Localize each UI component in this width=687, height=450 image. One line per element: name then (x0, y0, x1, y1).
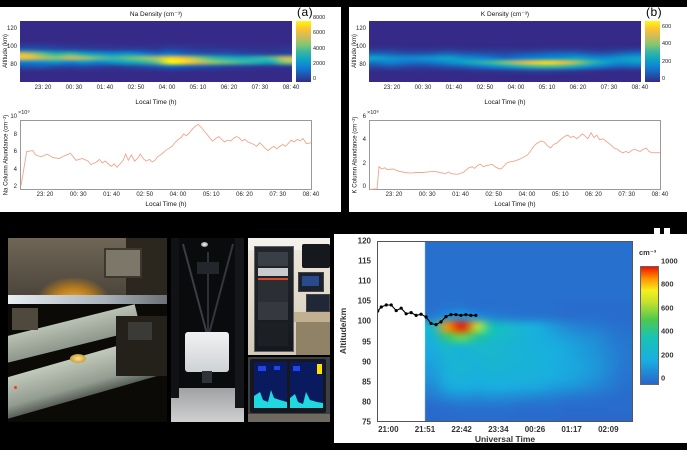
k-density-heatmap (369, 21, 641, 82)
k-heatmap-yticks: 120 100 80 (355, 25, 366, 69)
control-room-photo (248, 238, 330, 355)
table-lamp-glow (70, 354, 86, 363)
rack-module-mid (258, 302, 288, 320)
uv-xticks: 21:00 21:51 22:42 23:34 00:26 01:17 02:09 (378, 425, 619, 434)
monitor-desk (248, 414, 330, 422)
uv-xlabel: Universal Time (474, 434, 536, 444)
k-panel: K Density (cm⁻³) (b) Altitude (km) 120 10… (349, 5, 687, 212)
k-heatmap-title: K Density (cm⁻³) (480, 11, 530, 18)
screenshot-artifact (664, 228, 670, 234)
universal-time-panel: 120 115 110 105 100 95 90 85 80 75 21:00 21:51 22:4… (334, 234, 687, 444)
screenshot-artifact (654, 228, 660, 234)
na-heatmap-xticks: 23: 20 00: 30 01: 40 02: 50 04: 00 05: 10 06: … (34, 85, 300, 91)
na-colorbar (296, 21, 311, 82)
monitor-one (298, 272, 324, 292)
monitor-one-screen (302, 276, 319, 286)
uv-density-heatmap (377, 241, 633, 422)
uv-colorbar-label: cm⁻³ (639, 248, 657, 257)
ceiling-light (201, 242, 208, 247)
na-line-yticks: 10 8 6 4 2 (10, 114, 17, 190)
na-line-ylabel: Na Column Abundance (cm⁻²) (3, 114, 10, 196)
wall-display (302, 244, 330, 268)
telescope-photo (171, 238, 244, 422)
scope-trace-right (290, 364, 323, 408)
k-colorbar (645, 21, 660, 82)
na-heatmap-yticks: 120 100 80 (6, 25, 17, 69)
k-heatmap-xlabel: Local Time (h) (484, 99, 526, 106)
na-line-xticks: 23: 20 00: 30 01: 40 02: 50 04: 00 05: 10 06: … (36, 192, 320, 198)
monitor-two (306, 294, 330, 312)
equipment-box (128, 322, 152, 340)
enclosure-wall-right (235, 238, 244, 408)
na-column-abundance-line (20, 123, 312, 186)
enclosure-wall-left (171, 238, 179, 398)
scope-panel-left (254, 362, 287, 408)
na-panel: Na Density (cm⁻³) (a) Altitude (km) 120 1… (0, 5, 341, 212)
panel-b-tag: (b) (646, 5, 663, 19)
uv-yticks: 120 115 110 105 100 95 90 85 80 75 (357, 236, 371, 427)
receiver-instrument-box (185, 332, 229, 372)
centroid-track-line (377, 303, 478, 327)
k-heatmap-xticks: 23: 20 00: 30 01: 40 02: 50 04: 00 05: 10 06: … (383, 85, 649, 91)
enclosure-floor (171, 388, 244, 422)
lab-photo-strip (8, 238, 330, 422)
rack-module-bottom (258, 322, 288, 346)
k-column-abundance-line (369, 131, 660, 190)
uv-colorbar (640, 266, 659, 385)
signal-monitor-photo (248, 357, 330, 422)
scope-panel-right (290, 362, 323, 408)
wall-mirror (104, 248, 142, 278)
rack-laser-module (258, 278, 288, 302)
optics-bench-corner (12, 308, 38, 330)
k-line-exponent: ×10⁸ (367, 110, 379, 116)
desk-surface (294, 312, 330, 322)
scope-trace-left (254, 366, 287, 408)
rack-module-top (258, 252, 288, 266)
rack-module-white (258, 268, 288, 276)
na-line-exponent: ×10⁹ (18, 110, 30, 116)
na-heatmap-xlabel: Local Time (h) (135, 99, 177, 106)
laser-lab-photo (8, 238, 167, 422)
white-beam (8, 295, 167, 304)
red-led (14, 386, 17, 389)
na-density-heatmap (20, 21, 292, 82)
k-line-ylabel: K Column Abundance (cm⁻²) (352, 116, 359, 194)
k-line-xticks: 23: 20 00: 30 01: 40 02: 50 04: 00 05: 10 06: … (385, 192, 669, 198)
k-line-xlabel: Local Time (h) (494, 201, 536, 208)
tripod-struts (182, 243, 234, 335)
na-line-xlabel: Local Time (h) (145, 201, 187, 208)
panel-a-tag: (a) (297, 5, 314, 19)
na-heatmap-title: Na Density (cm⁻³) (129, 11, 183, 18)
instrument-lens-barrel (202, 371, 212, 383)
desk-cabinet (296, 322, 330, 355)
uv-ylabel: Altitude/km (338, 307, 348, 355)
